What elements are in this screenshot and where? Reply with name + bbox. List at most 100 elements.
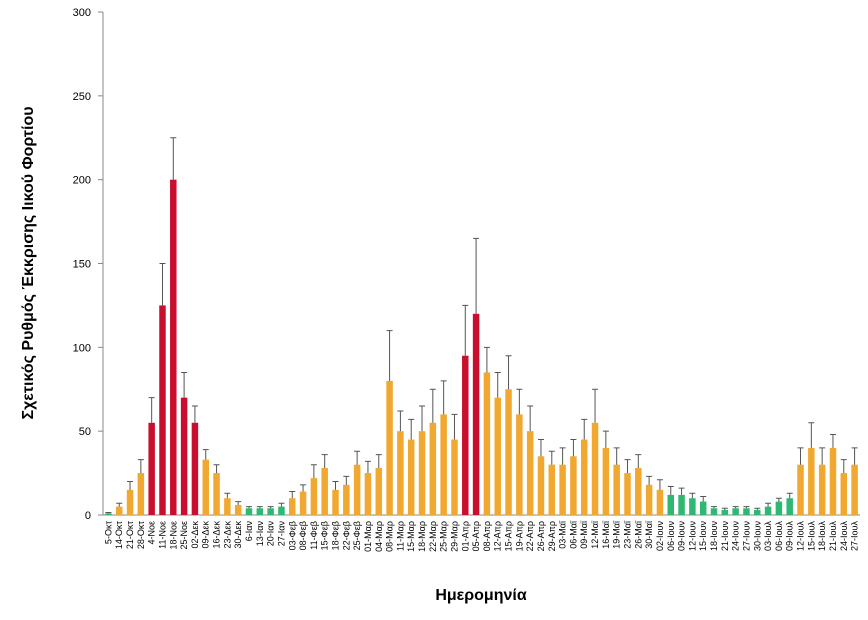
bar (191, 422, 199, 515)
error-bar (451, 413, 458, 440)
bar (202, 459, 209, 515)
x-tick-label: 03-Μαϊ (558, 520, 568, 549)
error-bar (592, 388, 599, 423)
error-bar (224, 492, 231, 499)
error-bar (483, 346, 490, 373)
error-bar (213, 464, 220, 474)
x-tick-label: 15-Μαρ (406, 521, 416, 552)
bar (289, 498, 296, 515)
x-tick-label: 08-Μαρ (385, 521, 395, 552)
error-bar (721, 507, 728, 510)
error-bar (743, 506, 750, 509)
x-tick-label: 27-Ιουλ (850, 521, 860, 551)
error-bar (397, 410, 404, 432)
bar (829, 447, 837, 515)
bar (353, 464, 361, 515)
bar (397, 431, 404, 515)
x-tick-label: 21-Οκτ (125, 521, 135, 550)
bar (278, 506, 285, 515)
x-tick-label: 15-Ιουλ (806, 521, 816, 551)
x-tick-label: 09-Δεκ (201, 521, 211, 549)
error-bar (364, 460, 371, 474)
x-tick-label: 30-Μαϊ (644, 520, 654, 549)
x-tick-label: 13-Ιαν (255, 521, 265, 547)
x-tick-label: 08-Απρ (482, 521, 492, 551)
x-tick-label: 03-Φεβ (287, 521, 297, 550)
bar (537, 456, 545, 515)
bar (591, 422, 599, 515)
error-bar (289, 491, 296, 499)
error-bar (797, 447, 804, 465)
x-tick-label: 28-Οκτ (136, 521, 146, 550)
x-tick-label: 14-Οκτ (114, 521, 124, 550)
error-bar (624, 459, 631, 474)
x-tick-label: 29-Απρ (547, 521, 557, 551)
bar (245, 508, 253, 515)
bar (115, 506, 123, 515)
error-bar (840, 459, 847, 474)
x-tick-label: 18-Ιουν (709, 521, 719, 551)
error-bar (754, 507, 761, 510)
x-tick-label: 23-Μαϊ (622, 520, 632, 549)
error-bar (775, 497, 782, 502)
bar (548, 464, 556, 515)
error-bar (602, 430, 609, 448)
y-tick-label: 150 (73, 259, 91, 271)
x-tick-label: 04-Μαρ (374, 521, 384, 552)
error-bar (581, 418, 588, 440)
x-tick-label: 18-Νοε (168, 521, 178, 550)
error-bar (321, 454, 328, 469)
error-bar (105, 511, 112, 514)
error-bar (429, 388, 436, 423)
x-tick-label: 09-Μαϊ (579, 520, 589, 549)
x-tick-label: 03-Ιουλ (763, 521, 773, 551)
bar (148, 422, 155, 515)
bar (764, 506, 772, 515)
x-tick-label: 19-Απρ (514, 521, 524, 551)
x-tick-label: 12-Ιουν (687, 521, 697, 551)
bar (635, 468, 642, 515)
error-bar (354, 450, 361, 465)
bar (234, 504, 242, 515)
x-tick-label: 16-Δεκ (212, 521, 222, 549)
error-bar (494, 371, 501, 398)
x-tick-label: 16-Μαϊ (601, 520, 611, 549)
x-tick-label: 29-Μαρ (449, 521, 459, 552)
bar (624, 473, 631, 515)
error-bar (851, 447, 858, 465)
error-bar (570, 439, 577, 457)
error-bar (419, 405, 426, 432)
error-bar (613, 447, 620, 465)
error-bar (116, 502, 123, 507)
bar (310, 478, 318, 515)
error-bar (170, 137, 177, 180)
error-bar (667, 485, 674, 495)
bar (126, 489, 134, 515)
bar (710, 508, 718, 515)
x-tick-label: 25-Νοε (179, 521, 189, 550)
error-bar (278, 502, 285, 507)
error-bar (786, 492, 793, 499)
x-tick-label: 12-Ιουλ (796, 521, 806, 551)
bar (656, 489, 664, 515)
x-tick-label: 09-Ιουλ (785, 521, 795, 551)
error-bar (646, 475, 653, 485)
bar (678, 494, 685, 515)
x-tick-label: 12-Μαϊ (590, 520, 600, 549)
error-bar (537, 439, 544, 457)
x-tick-label: 25-Μαρ (439, 521, 449, 552)
x-tick-label: 4-Νοε (147, 521, 157, 545)
bar (580, 439, 588, 515)
x-tick-label: 11-Φεβ (309, 521, 319, 550)
x-tick-label: 5-Οκτ (103, 521, 113, 545)
bar (743, 508, 750, 515)
bar (375, 468, 383, 515)
x-tick-label: 30-Δεκ (233, 521, 243, 549)
bar (505, 389, 512, 515)
bar (797, 464, 804, 515)
bar (602, 447, 610, 515)
error-bar (635, 454, 642, 469)
bar (429, 422, 437, 515)
error-bar (689, 492, 696, 499)
x-tick-label: 24-Ιουν (731, 521, 741, 551)
